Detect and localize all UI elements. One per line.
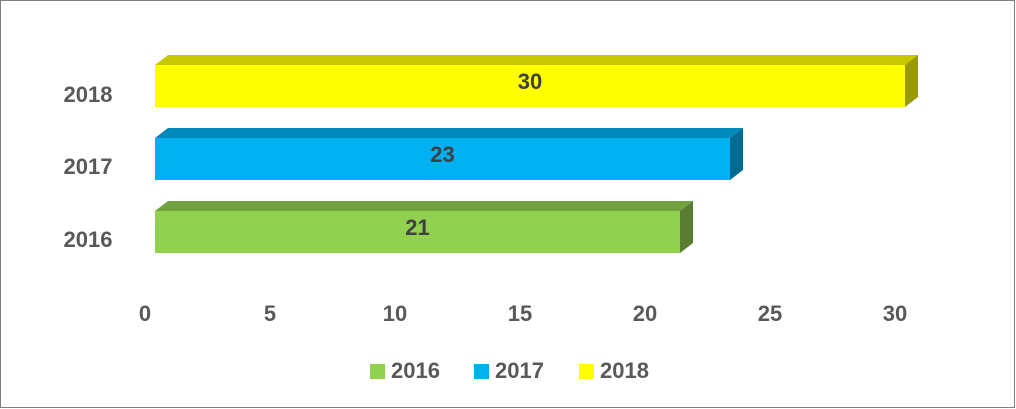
x-tick-label: 30 [883,301,907,326]
bar [155,65,905,107]
bar-side [680,201,693,253]
data-label: 21 [405,215,429,240]
x-tick-label: 10 [383,301,407,326]
bar-top [155,55,918,65]
data-label: 23 [430,142,454,167]
y-tick-label: 2016 [64,227,113,252]
bar-side [730,128,743,180]
legend-swatch [474,364,489,379]
legend-label: 2016 [391,358,440,383]
legend-label: 2017 [495,358,544,383]
bar-top [155,201,693,211]
legend-swatch [370,364,385,379]
bar [155,138,730,180]
x-tick-label: 5 [264,301,276,326]
bar-side [905,55,918,107]
y-tick-label: 2018 [64,82,113,107]
data-label: 30 [518,69,542,94]
x-tick-label: 25 [758,301,782,326]
x-tick-label: 20 [633,301,657,326]
bar-top [155,128,743,138]
y-tick-label: 2017 [64,154,113,179]
bar [155,211,680,253]
legend-swatch [579,364,594,379]
legend-label: 2018 [600,358,649,383]
x-tick-label: 15 [508,301,532,326]
x-tick-label: 0 [139,301,151,326]
